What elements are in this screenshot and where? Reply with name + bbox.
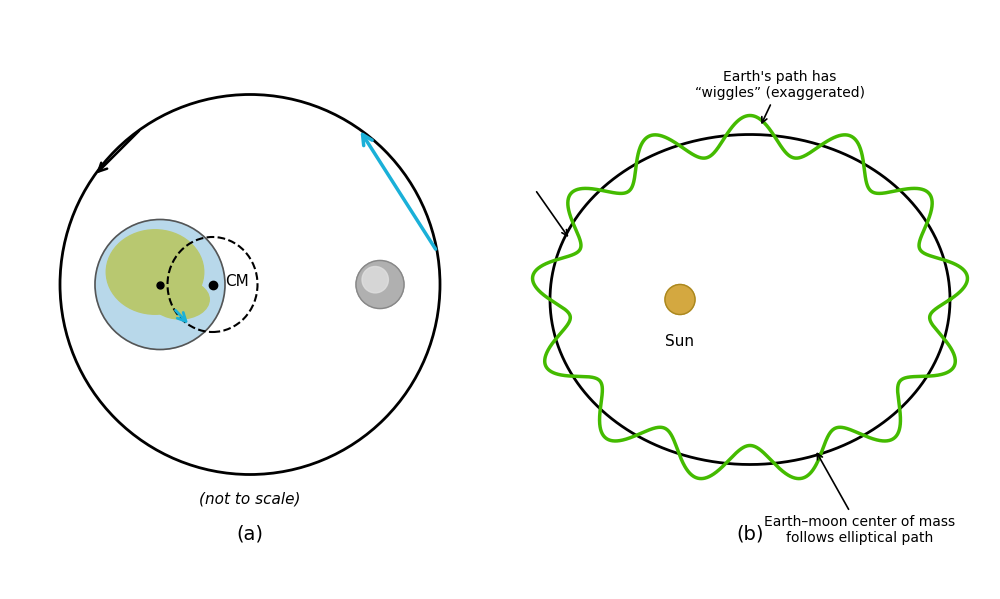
Ellipse shape — [151, 280, 209, 319]
Text: CM: CM — [225, 274, 249, 289]
Circle shape — [665, 285, 695, 314]
Text: Earth's path has
“wiggles” (exaggerated): Earth's path has “wiggles” (exaggerated) — [695, 69, 865, 123]
Circle shape — [362, 267, 388, 293]
Text: Earth–moon center of mass
follows elliptical path: Earth–moon center of mass follows ellipt… — [764, 453, 956, 544]
Circle shape — [95, 219, 225, 349]
Text: Sun: Sun — [666, 334, 694, 349]
Ellipse shape — [106, 230, 204, 314]
Text: (a): (a) — [237, 525, 264, 544]
Text: (b): (b) — [736, 525, 764, 544]
Text: (not to scale): (not to scale) — [199, 492, 301, 507]
Circle shape — [356, 261, 404, 308]
